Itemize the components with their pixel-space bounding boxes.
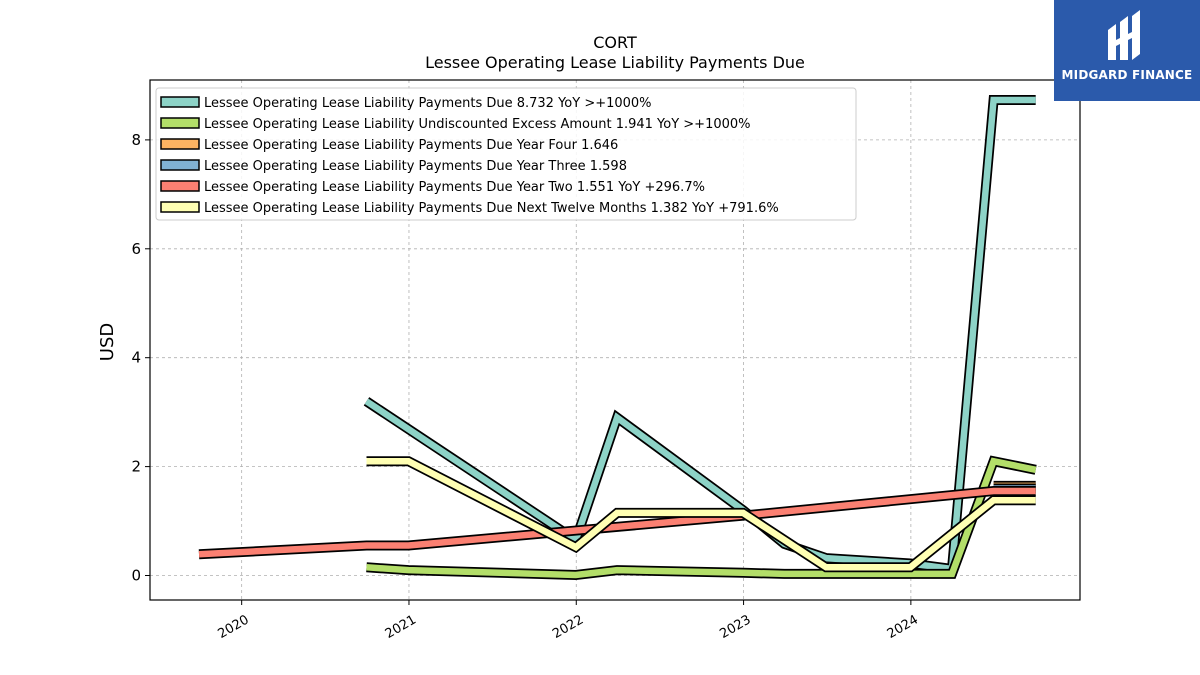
legend-swatch [160, 138, 200, 150]
plot-frame [149, 79, 1081, 601]
y-tick-label: 0 [131, 566, 141, 584]
logo-text: MIDGARD FINANCE [1061, 68, 1193, 82]
y-tick-label: 2 [131, 458, 141, 476]
legend-label: Lessee Operating Lease Liability Payment… [204, 201, 779, 216]
legend-swatch [160, 96, 200, 108]
legend-swatch [160, 180, 200, 192]
legend-swatch [160, 117, 200, 129]
series-line-5 [198, 486, 1036, 560]
series-stroke [366, 457, 1036, 571]
legend-label: Lessee Operating Lease Liability Payment… [204, 138, 618, 153]
legend-swatch [160, 159, 200, 171]
y-tick-label: 6 [131, 240, 141, 258]
y-tick-label: 4 [131, 349, 141, 367]
legend-label: Lessee Operating Lease Liability Undisco… [204, 117, 751, 132]
x-tick-label: 2021 [383, 612, 419, 642]
legend-label: Lessee Operating Lease Liability Payment… [204, 180, 705, 195]
series-stroke [198, 487, 1036, 558]
brand-logo: MIDGARD FINANCE [1054, 0, 1200, 101]
chart-title: CORT [593, 33, 637, 52]
x-tick-label: 2022 [550, 612, 586, 642]
y-axis-label: USD [97, 323, 118, 361]
series-line-6 [366, 456, 1036, 573]
x-axis: 2020 2021 2022 2023 2024 [216, 600, 921, 642]
x-tick-label: 2020 [216, 612, 252, 642]
series-layer [198, 95, 1037, 581]
legend-box [155, 87, 857, 221]
x-tick-label: 2024 [885, 612, 921, 642]
midgard-logo-icon [1108, 10, 1140, 60]
legend-label: Lessee Operating Lease Liability Payment… [204, 159, 627, 174]
legend-swatch [160, 201, 200, 213]
legend: Lessee Operating Lease Liability Payment… [155, 87, 857, 221]
y-axis: 0 2 4 6 8 [131, 131, 150, 584]
chart-subtitle: Lessee Operating Lease Liability Payment… [425, 53, 805, 72]
x-tick-label: 2023 [717, 612, 753, 642]
legend-label: Lessee Operating Lease Liability Payment… [204, 96, 652, 111]
y-tick-label: 8 [131, 131, 141, 149]
